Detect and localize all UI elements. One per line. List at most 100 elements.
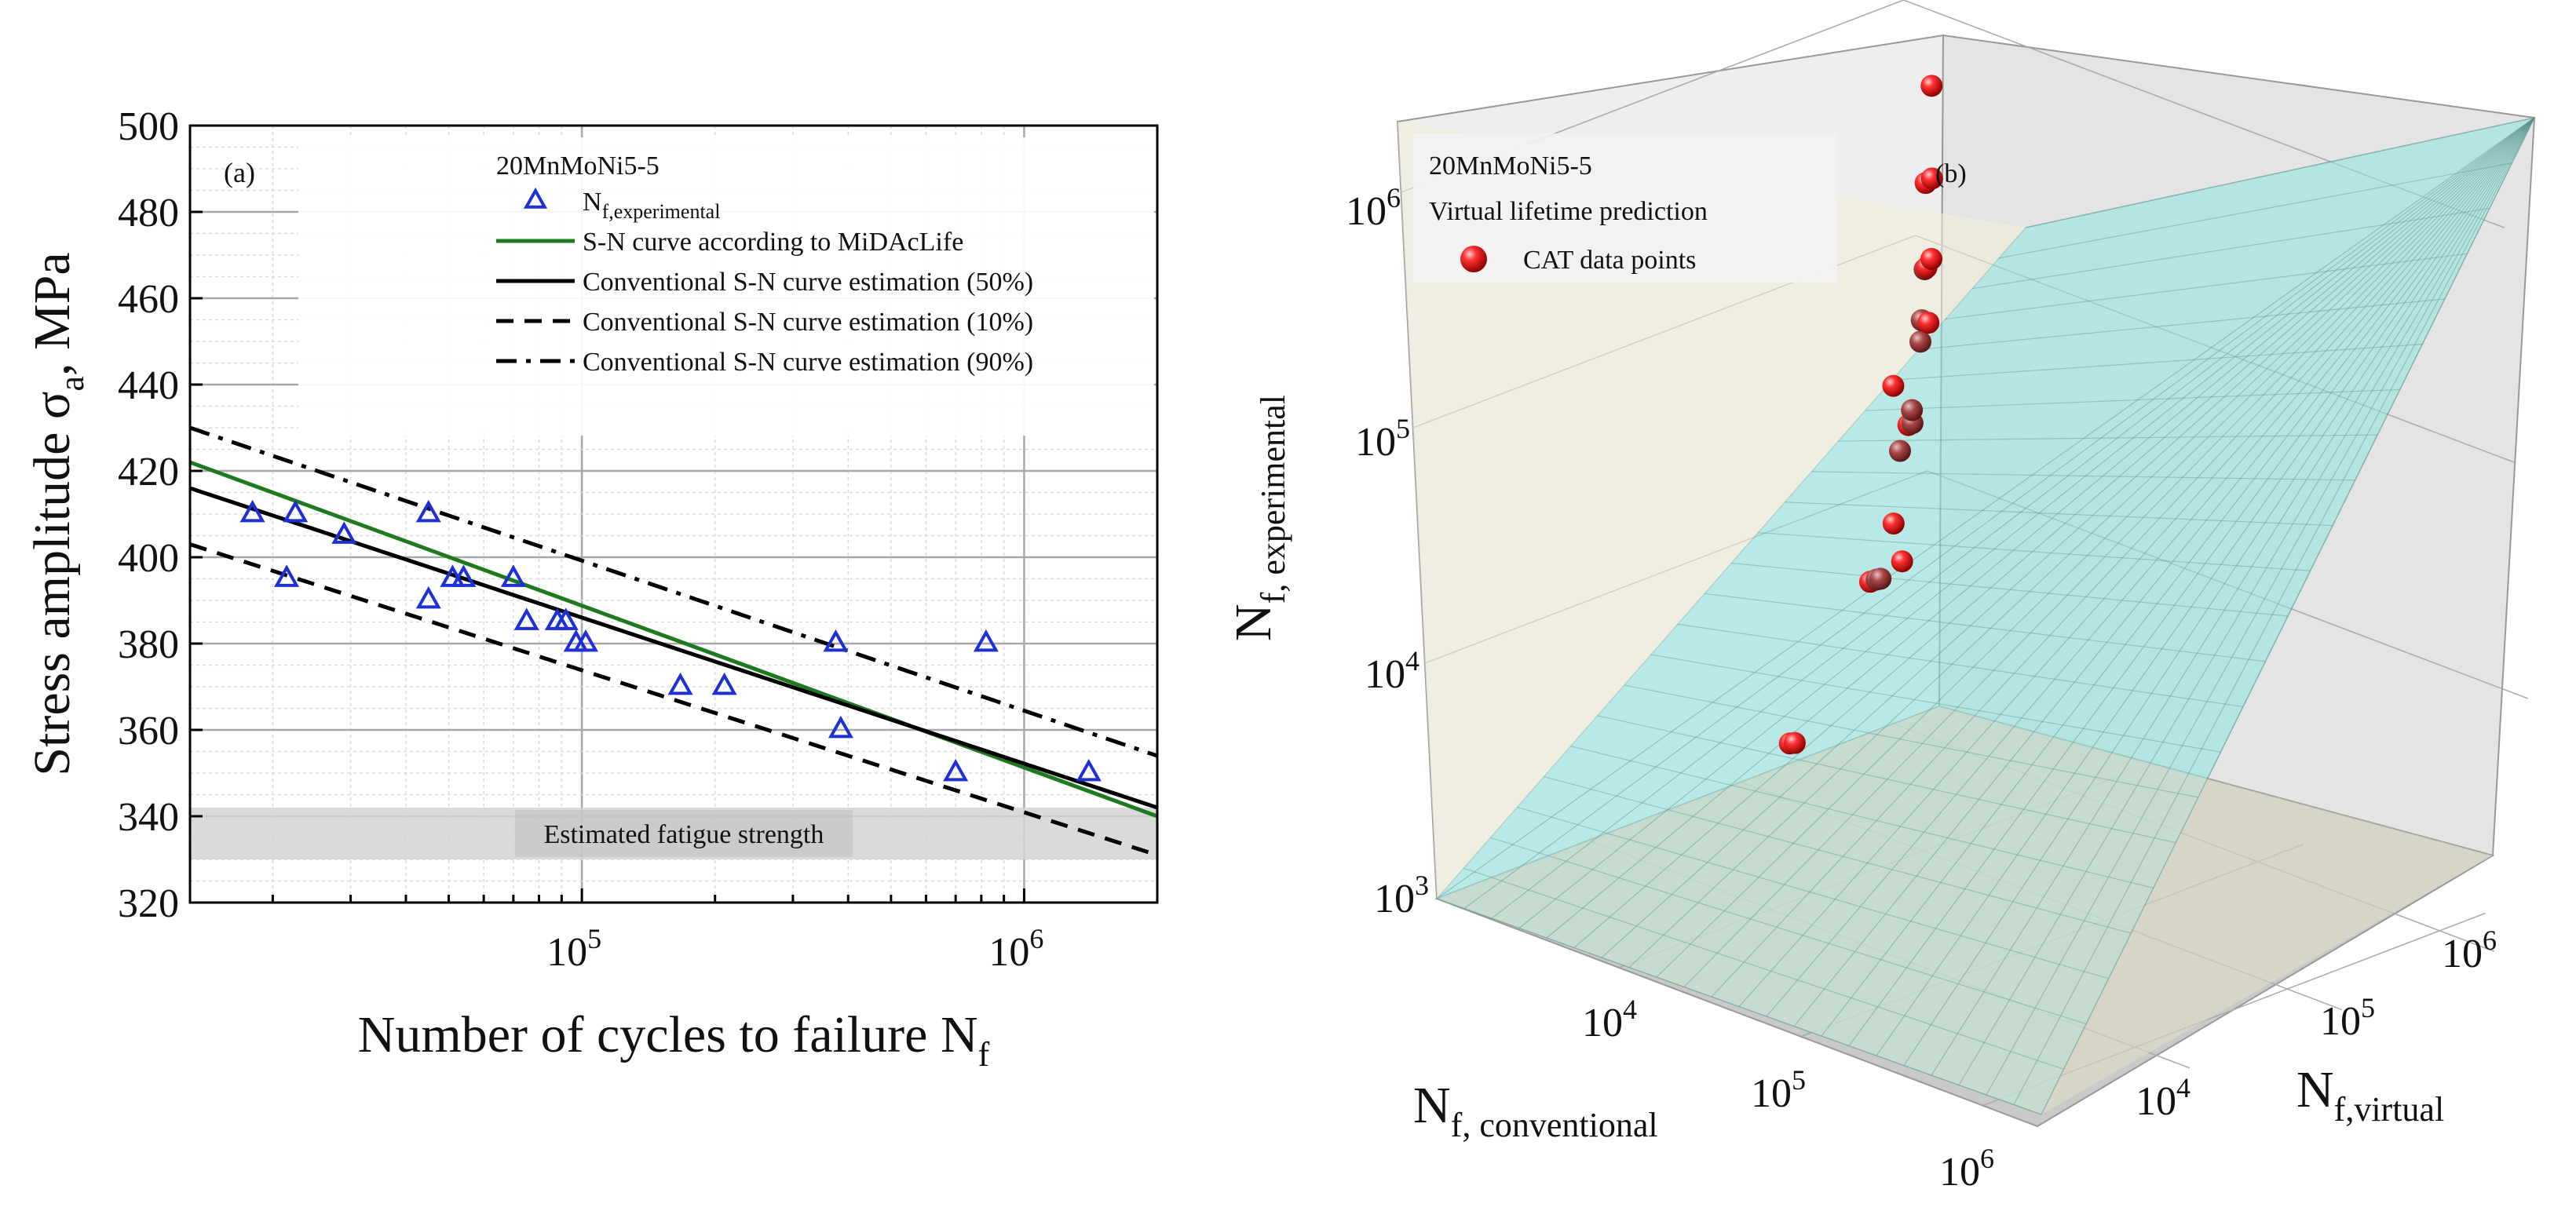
panel-b-z-ticks: 103 104 105 106	[1346, 182, 1429, 921]
panel-b-x-axis-title: Nf, conventional	[1413, 1077, 1658, 1144]
data-point-3	[283, 499, 309, 523]
panel-a-label: (a)	[224, 157, 255, 188]
y-tick-label-480: 480	[118, 191, 179, 235]
panel-a-x-ticks: 105 106	[271, 888, 1159, 975]
mesh-line	[1811, 471, 2355, 481]
mesh-line	[1903, 117, 2535, 1066]
panel-a-y-axis-title: Stress amplitude σa, MPa	[24, 252, 91, 775]
panel-b-label: (b)	[1935, 159, 1967, 188]
panel-b-y-ticks: 104 105 106	[2136, 925, 2497, 1124]
prediction-surface-lower	[1437, 706, 2493, 1114]
mesh-line	[2013, 117, 2535, 1105]
mesh-line	[1986, 117, 2535, 1096]
panel-b-legend-title: 20MnMoNi5-5	[1429, 151, 1592, 181]
y-tick-label-320: 320	[118, 881, 179, 926]
data-point-1	[239, 499, 265, 523]
mesh-line	[1821, 117, 2535, 1037]
y-tick-1: 104	[2136, 1072, 2191, 1124]
data-point-2	[274, 564, 300, 587]
y-tick-label-500: 500	[118, 104, 179, 149]
data-point-18	[828, 715, 853, 739]
panel-a: Estimated fatigue strength 320 340 360 380 4…	[24, 104, 1159, 1074]
cat-data-point-6	[1882, 513, 1905, 535]
cat-data-point-18	[1920, 247, 1942, 270]
data-point-17	[823, 629, 849, 652]
floor-grid-line	[1982, 912, 2486, 1107]
mesh-line	[2025, 117, 2535, 228]
mesh-line	[1931, 117, 2535, 1076]
mesh-line	[1891, 344, 2423, 381]
data-point-20	[973, 629, 999, 652]
y-tick-label-360: 360	[118, 709, 179, 753]
mesh-line	[1998, 162, 2512, 259]
mesh-line	[1570, 746, 2154, 888]
mesh-line	[1785, 502, 2333, 527]
mesh-line	[1971, 207, 2490, 290]
sn-line-4	[190, 425, 1157, 758]
mesh-line	[1865, 388, 2400, 411]
mesh-line	[1517, 806, 2109, 979]
panel-a-points	[239, 499, 1102, 782]
mesh-line	[1918, 298, 2445, 351]
legend-label-2: S-N curve according to MiDAcLife	[583, 228, 963, 257]
panel-a-legend: Nf,experimental S-N curve according to Mi…	[496, 187, 1033, 377]
y-tick-label-340: 340	[118, 795, 179, 840]
surface-mesh	[1436, 117, 2535, 1115]
panel-b-x-ticks: 104 105 106	[1582, 994, 1994, 1195]
cat-data-point-2	[1783, 731, 1806, 754]
mesh-line	[1730, 562, 2289, 617]
mesh-line	[1573, 117, 2535, 948]
mesh-line	[1848, 117, 2535, 1046]
data-point-4	[331, 521, 357, 544]
panel-a-legend-bg	[298, 137, 1154, 436]
mesh-line	[1544, 775, 2132, 934]
prediction-surface-left	[1398, 122, 2026, 899]
cat-data-point-15	[1917, 312, 1940, 334]
x-tick-label-2: 106	[988, 923, 1043, 975]
mesh-line	[1838, 434, 2378, 442]
mesh-line	[1758, 532, 2311, 571]
z-tick-1: 103	[1374, 870, 1429, 921]
x-tick-label-1: 105	[546, 923, 601, 975]
z-tick-4: 106	[1346, 182, 1401, 234]
cat-data-point-7	[1891, 550, 1913, 573]
data-point-6	[415, 499, 441, 523]
panel-b: 20MnMoNi5-5 (b) Virtual lifetime predict…	[1225, 0, 2536, 1195]
mesh-line	[1650, 654, 2221, 753]
mesh-line	[1490, 837, 2087, 1025]
y-tick-label-380: 380	[118, 622, 179, 667]
panel-b-y-axis-title: Nf,virtual	[2296, 1061, 2444, 1129]
mesh-line	[1711, 117, 2535, 998]
mesh-line	[1945, 253, 2468, 320]
cat-data-point-5	[1869, 567, 1892, 590]
mesh-line	[1463, 117, 2535, 909]
mesh-line	[1597, 715, 2176, 844]
panel-a-lines	[190, 425, 1157, 857]
y-tick-label-440: 440	[118, 363, 179, 408]
cat-data-point-20	[1920, 167, 1943, 190]
data-point-19	[943, 758, 969, 782]
panel-a-legend-title: 20MnMoNi5-5	[496, 151, 660, 181]
cat-data-point-21	[1920, 75, 1943, 97]
x-tick-2: 105	[1751, 1064, 1806, 1116]
legend-label-5: Conventional S-N curve estimation (90%)	[583, 348, 1033, 377]
data-point-14	[572, 629, 598, 652]
panel-b-points	[1778, 75, 1943, 755]
x-tick-3: 106	[1939, 1143, 1994, 1195]
y-tick-label-420: 420	[118, 450, 179, 494]
sn-line-1	[190, 460, 1157, 819]
fatigue-strength-band-label-box: Estimated fatigue strength	[514, 810, 853, 857]
cat-data-point-11	[1901, 399, 1924, 421]
data-point-5	[415, 585, 441, 609]
legend-label-1: Nf,experimental	[583, 188, 720, 223]
mesh-line	[1518, 117, 2535, 928]
y-tick-label-400: 400	[118, 536, 179, 581]
mesh-line	[1958, 117, 2535, 1085]
legend-label-3: Conventional S-N curve estimation (50%)	[583, 268, 1033, 297]
mesh-line	[1793, 117, 2535, 1027]
data-point-12	[553, 607, 579, 630]
data-point-8	[451, 564, 477, 587]
y-tick-3: 106	[2442, 925, 2497, 976]
mesh-line	[1601, 117, 2535, 958]
